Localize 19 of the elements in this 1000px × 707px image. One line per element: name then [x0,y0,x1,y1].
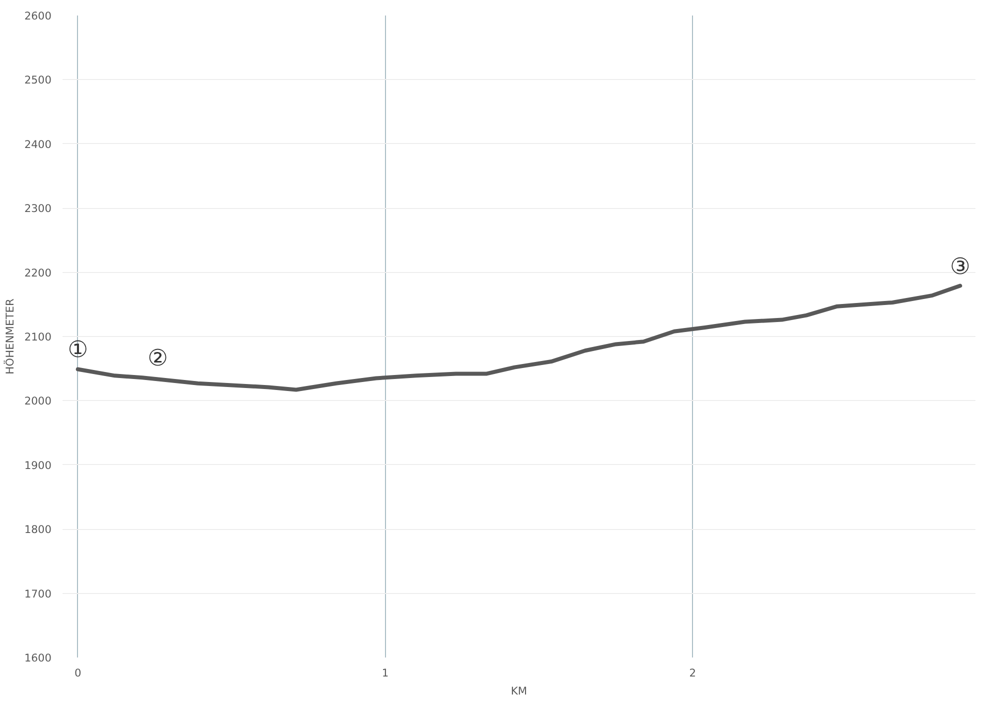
x-axis-title: KM [510,684,528,698]
annotation: ③ [950,254,970,280]
annotation: ② [148,346,168,372]
y-tick-label: 2300 [24,202,52,216]
y-tick-label: 2000 [24,394,52,408]
x-tick-label: 1 [382,666,389,680]
y-axis-title: HÖHENMETER [3,298,16,374]
annotation: ① [68,337,88,364]
y-tick-label: 1600 [24,652,52,664]
y-tick-label: 1800 [24,523,52,536]
y-tick-label: 1700 [24,587,52,600]
y-tick-label: 2600 [24,10,52,22]
y-tick-label: 2200 [24,266,52,280]
y-tick-label: 2100 [24,330,52,344]
x-tick-label: 0 [74,666,82,680]
y-tick-label: 1900 [24,458,52,472]
y-tick-label: 2400 [24,138,52,151]
x-tick-label: 2 [689,666,696,680]
y-tick-label: 2500 [24,74,52,87]
